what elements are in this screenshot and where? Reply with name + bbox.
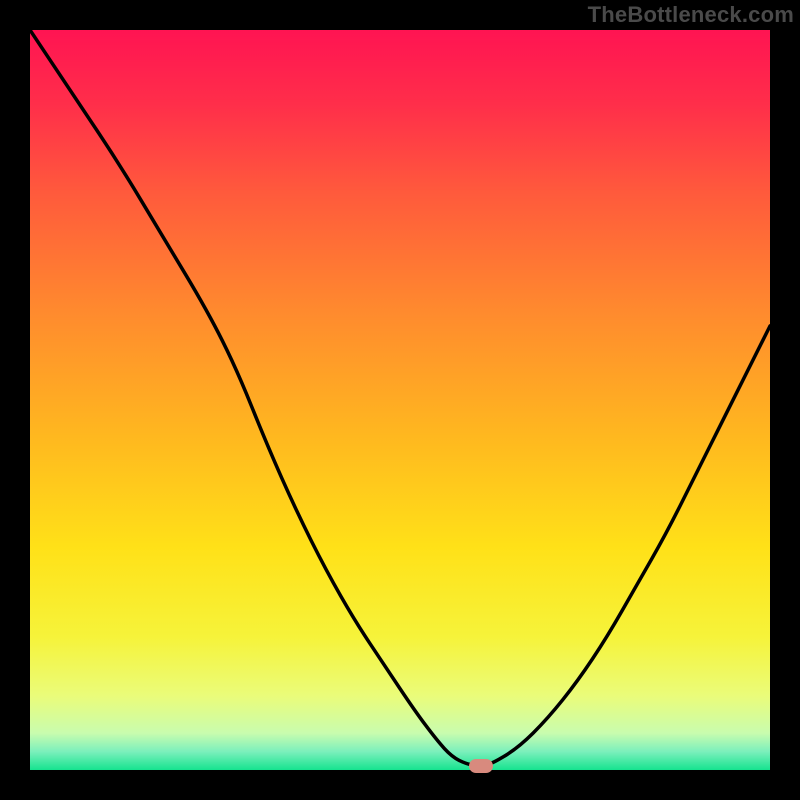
chart-svg — [30, 30, 770, 770]
chart-plot-area — [30, 30, 770, 770]
optimal-point-marker — [469, 759, 493, 773]
watermark-text: TheBottleneck.com — [588, 2, 794, 28]
bottleneck-curve — [30, 30, 770, 766]
